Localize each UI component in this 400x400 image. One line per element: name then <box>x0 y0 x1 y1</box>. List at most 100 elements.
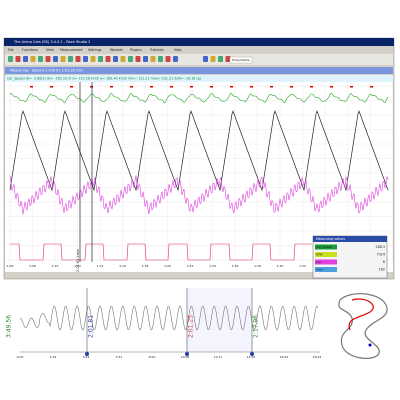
panel-swatch <box>315 244 337 250</box>
grid <box>5 82 393 262</box>
chart-header <box>5 75 393 82</box>
event-marker <box>110 86 113 88</box>
toolbar-icon[interactable] <box>23 56 28 62</box>
x-tick-label: 1:22 <box>187 264 194 268</box>
lap-handle[interactable] <box>85 352 89 356</box>
toolbar-icon[interactable] <box>218 56 223 62</box>
toolbar-icon[interactable] <box>225 56 231 62</box>
event-marker <box>30 86 33 88</box>
panel-swatch <box>315 259 337 265</box>
panel-label: Lap <box>316 260 322 264</box>
menu-item[interactable]: View <box>46 48 54 52</box>
toolbar-button-label: Hide/Visible <box>232 58 250 62</box>
toolbar-icon[interactable] <box>113 56 118 62</box>
toolbar-icon[interactable] <box>60 56 66 62</box>
toolbar-icon[interactable] <box>210 56 216 62</box>
lap-axis-label: 0:00 <box>17 355 24 359</box>
x-tick-label: 1:08 <box>29 264 36 268</box>
toolbar-icon[interactable] <box>30 56 36 62</box>
lap-trace <box>19 305 319 331</box>
toolbar-icon[interactable] <box>45 56 51 62</box>
event-marker <box>250 86 253 88</box>
toolbar-icon[interactable] <box>135 56 141 62</box>
menu-item[interactable]: Settings <box>88 48 102 52</box>
lap-handle[interactable] <box>185 352 189 356</box>
x-tick-label: 1:06 <box>7 264 14 268</box>
x-tick-label: 1:26 <box>232 264 239 268</box>
event-marker <box>370 86 373 88</box>
first-lap-time: 3:49.56 <box>6 315 13 338</box>
toolbar-button[interactable] <box>229 56 253 64</box>
event-marker <box>90 86 93 88</box>
chart-header-text: Car_Speed dt= -3.80(s) ds= -162.10 m d= … <box>7 77 201 81</box>
menu-item[interactable]: Functions <box>22 48 38 52</box>
event-marker <box>230 86 233 88</box>
event-marker <box>210 86 213 88</box>
lap-time: 2:01.25 <box>188 315 195 338</box>
toolbar-icon[interactable] <box>150 56 156 62</box>
panel-label: Gear <box>316 268 324 272</box>
panel-label: Car_Speed <box>316 245 332 249</box>
toolbar-icon[interactable] <box>83 56 88 62</box>
x-tick-label: 1:18 <box>142 264 149 268</box>
x-tick-label: 1:30 <box>277 264 284 268</box>
event-marker <box>130 86 133 88</box>
lap-axis-label: 10:08 <box>181 355 190 359</box>
lap-strip <box>0 285 330 365</box>
toolbar-icon[interactable] <box>53 56 58 62</box>
toolbar-icon[interactable] <box>8 56 13 62</box>
x-tick-label: 1:12 <box>74 264 81 268</box>
event-marker <box>150 86 153 88</box>
toolbar-icon[interactable] <box>165 56 171 62</box>
toolbar-icon[interactable] <box>105 56 111 62</box>
event-marker <box>50 86 53 88</box>
toolbar <box>5 54 393 65</box>
toolbar-icon[interactable] <box>173 56 178 62</box>
x-tick-label: 1:10 <box>52 264 59 268</box>
menu-item[interactable]: Help <box>174 48 182 52</box>
menu-item[interactable]: Plugins <box>130 48 142 52</box>
menu-item[interactable]: Wizards <box>110 48 123 52</box>
document-title-bar <box>5 67 393 74</box>
panel-rows: Car_Speed 288.3 RPM 7324 Lap 6 Gear 162 <box>315 244 385 272</box>
panel-value: 288.3 <box>376 245 385 249</box>
track-position <box>368 343 372 347</box>
rpm-trace <box>9 92 389 103</box>
event-marker <box>270 86 273 88</box>
lap-handle[interactable] <box>250 352 254 356</box>
toolbar-icon[interactable] <box>15 56 21 62</box>
panel-value: 162 <box>379 268 385 272</box>
lap-time: 2:17.96 <box>253 315 260 338</box>
panel-label: RPM <box>316 253 323 257</box>
toolbar-icon[interactable] <box>128 56 133 62</box>
toolbar-icon[interactable] <box>68 56 73 62</box>
track-highlight <box>348 298 374 331</box>
panel-title-bar <box>313 236 387 242</box>
toolbar-icon[interactable] <box>75 56 81 62</box>
lap-time: 2:01.81 <box>88 315 95 338</box>
toolbar-icon[interactable] <box>143 56 148 62</box>
toolbar-icon[interactable] <box>158 56 163 62</box>
toolbar-icon[interactable] <box>120 56 126 62</box>
toolbar-icons <box>8 56 231 62</box>
menu-item[interactable]: File <box>8 48 14 52</box>
x-tick-label: 1:14 <box>97 264 104 268</box>
event-marker <box>290 86 293 88</box>
toolbar-icon[interactable] <box>98 56 103 62</box>
toolbar-icon[interactable] <box>203 56 208 62</box>
toolbar-icon[interactable] <box>90 56 96 62</box>
toolbar-icon[interactable] <box>38 56 43 62</box>
menu-item[interactable]: Tutorials <box>149 48 164 52</box>
traces <box>9 86 389 261</box>
track-map <box>330 285 398 365</box>
lap-axis-label: 8:00 <box>149 355 156 359</box>
event-marker <box>330 86 333 88</box>
lateral-trace <box>9 175 389 215</box>
document-title: Measuring - Sonora 1 A.M 01 2:01.25 min <box>10 69 83 73</box>
panel-title: Measuring values <box>316 237 345 241</box>
x-tick-label: 1:24 <box>209 264 216 268</box>
menu-bar: File Functions View Measurement Settings Wiza… <box>8 48 182 52</box>
event-marker <box>170 86 173 88</box>
menu-item[interactable]: Measurement <box>60 48 83 52</box>
event-marker <box>190 86 193 88</box>
